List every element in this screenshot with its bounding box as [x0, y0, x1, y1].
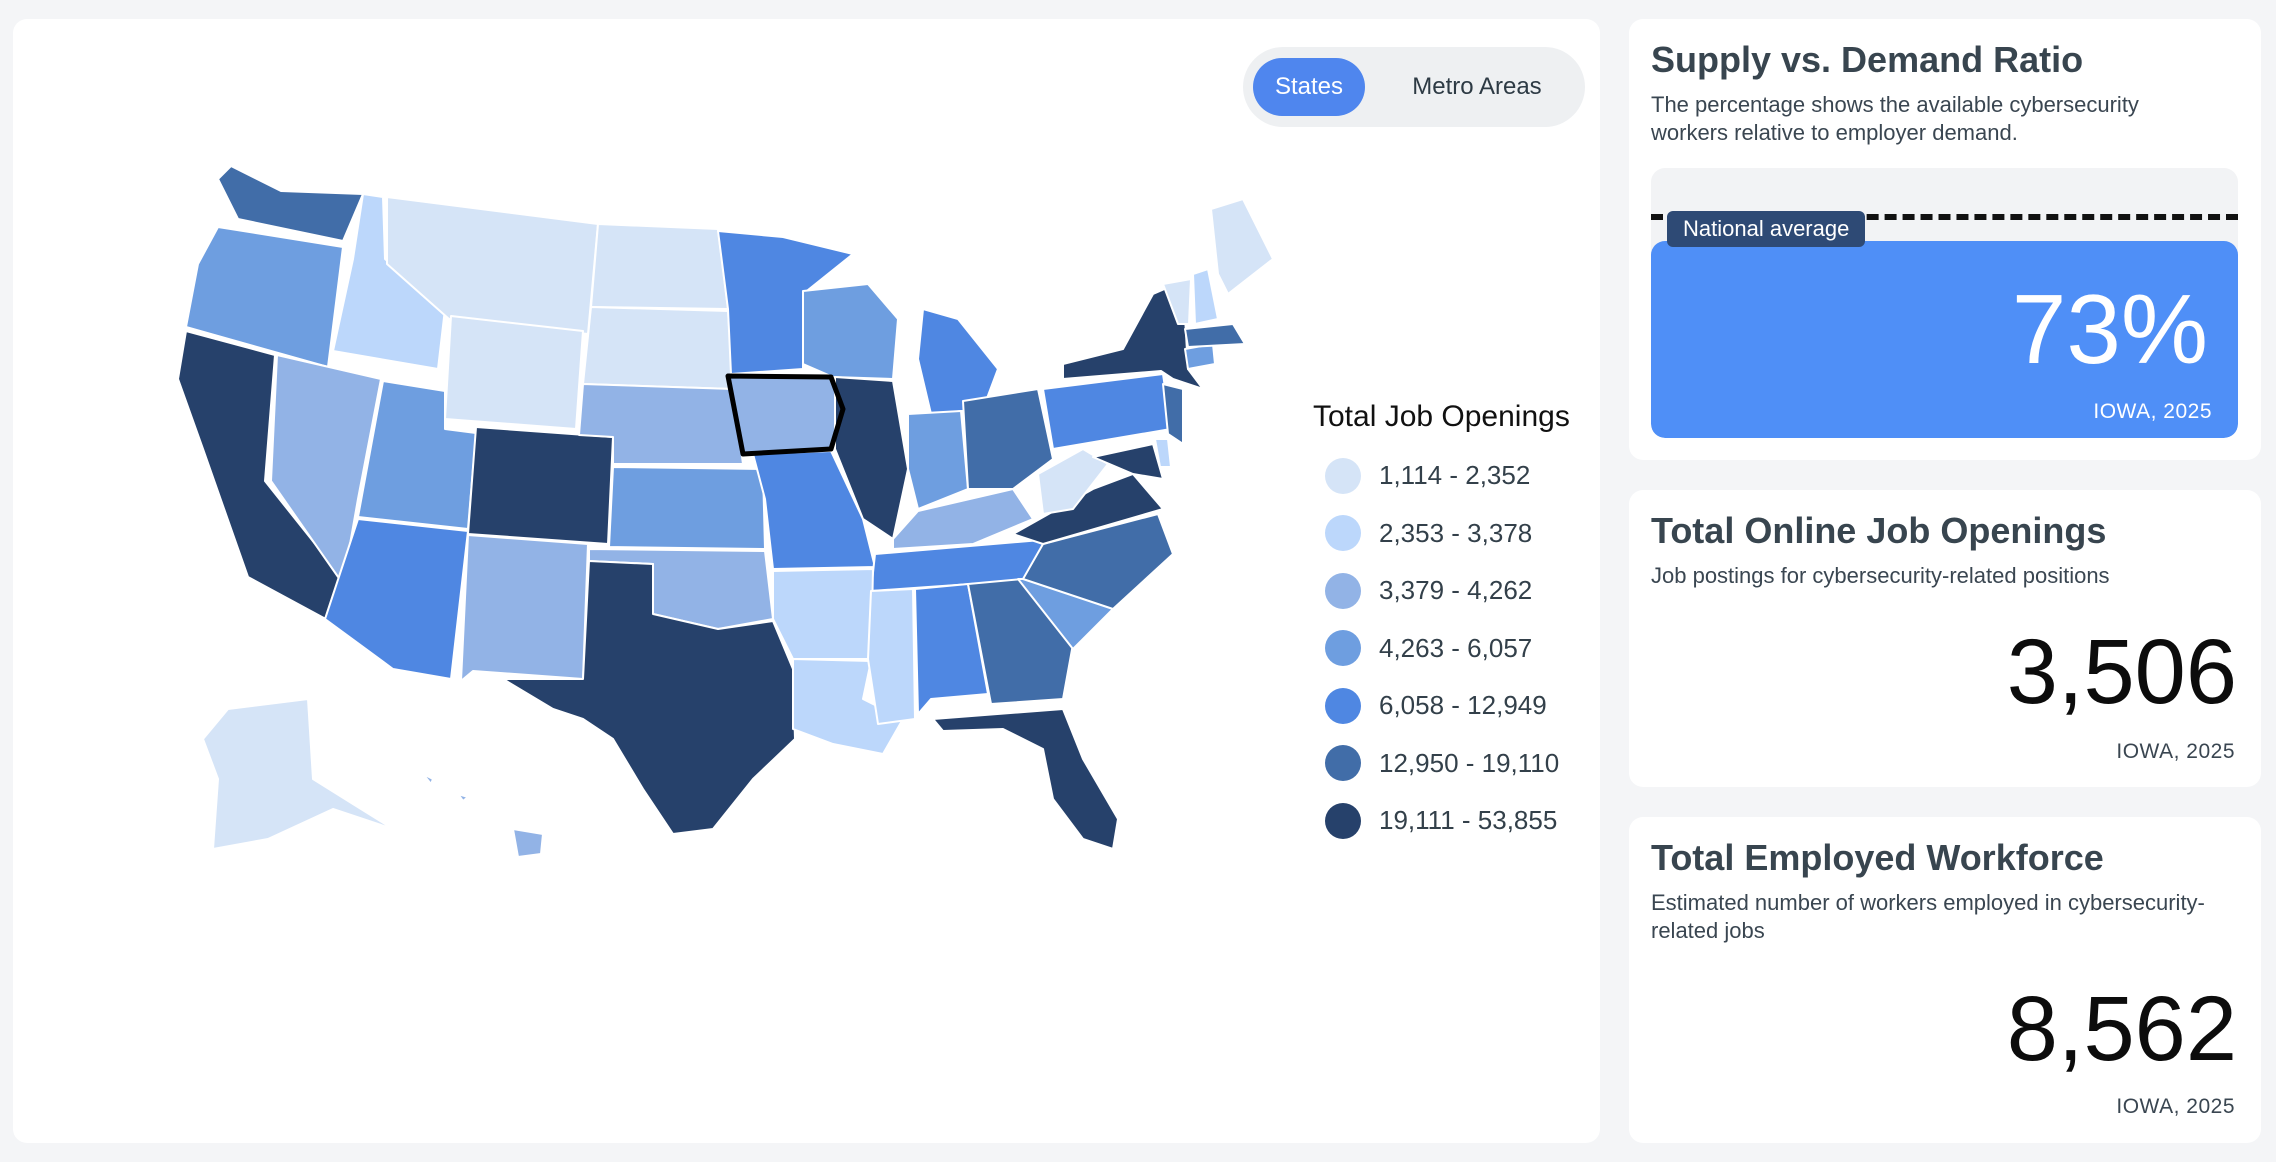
- state-alabama[interactable]: [914, 583, 989, 715]
- state-delaware[interactable]: [1154, 438, 1172, 468]
- legend-label: 4,263 - 6,057: [1379, 632, 1533, 663]
- state-iowa[interactable]: [727, 375, 844, 455]
- legend-label: 2,353 - 3,378: [1379, 517, 1533, 548]
- state-new-jersey[interactable]: [1162, 383, 1184, 445]
- state-arizona[interactable]: [324, 518, 469, 680]
- map-panel: States Metro Areas: [13, 19, 1600, 1143]
- state-maine[interactable]: [1210, 198, 1274, 295]
- state-alaska[interactable]: [202, 698, 394, 850]
- job-openings-description: Job postings for cybersecurity-related p…: [1651, 563, 2110, 588]
- supply-demand-description: The percentage shows the available cyber…: [1651, 92, 2139, 145]
- state-north-dakota[interactable]: [590, 223, 729, 310]
- legend-swatch: [1325, 745, 1361, 782]
- state-texas[interactable]: [502, 560, 796, 835]
- workforce-subtitle: IOWA, 2025: [2116, 1095, 2235, 1118]
- state-wyoming[interactable]: [444, 315, 584, 430]
- legend-swatch: [1325, 457, 1361, 494]
- ratio-gauge: National average 73% IOWA, 2025: [1651, 168, 2238, 438]
- legend-swatch: [1325, 630, 1361, 667]
- legend-label: 3,379 - 4,262: [1379, 575, 1533, 606]
- state-oregon[interactable]: [185, 226, 344, 368]
- map-legend: Total Job Openings 1,114 - 2,352 2,353 - …: [1313, 397, 1598, 850]
- us-choropleth-map: [177, 165, 1274, 858]
- state-wisconsin[interactable]: [802, 283, 899, 380]
- state-mississippi[interactable]: [867, 588, 916, 725]
- legend-title: Total Job Openings: [1313, 400, 1570, 433]
- state-new-mexico[interactable]: [460, 534, 589, 682]
- view-toggle: States Metro Areas: [1243, 47, 1585, 127]
- state-maryland[interactable]: [1092, 443, 1164, 480]
- workforce-value: 8,562: [2006, 978, 2237, 1080]
- workforce-title: Total Employed Workforce: [1651, 837, 2104, 878]
- state-massachusetts[interactable]: [1184, 323, 1246, 348]
- state-new-hampshire[interactable]: [1192, 268, 1219, 325]
- job-openings-value: 3,506: [2006, 621, 2237, 723]
- state-new-york[interactable]: [1062, 280, 1204, 390]
- supply-demand-title: Supply vs. Demand Ratio: [1651, 39, 2084, 80]
- ratio-fill-bar: [1651, 241, 2238, 438]
- job-openings-title: Total Online Job Openings: [1651, 510, 2107, 551]
- legend-item: 3,379 - 4,262: [1313, 562, 1598, 620]
- job-openings-card: Total Online Job Openings Job postings f…: [1629, 490, 2261, 787]
- state-north-carolina[interactable]: [1022, 513, 1174, 610]
- state-vermont[interactable]: [1162, 278, 1192, 325]
- state-idaho[interactable]: [332, 193, 446, 370]
- workforce-card: Total Employed Workforce Estimated numbe…: [1629, 817, 2261, 1143]
- legend-item: 1,114 - 2,352: [1313, 447, 1598, 505]
- legend-swatch: [1325, 572, 1361, 609]
- iowa-highlight-outline: [725, 373, 846, 457]
- legend-item: 12,950 - 19,110: [1313, 735, 1598, 793]
- legend-label: 1,114 - 2,352: [1379, 460, 1531, 491]
- legend-swatch: [1325, 687, 1361, 724]
- state-washington[interactable]: [217, 165, 364, 242]
- legend-label: 6,058 - 12,949: [1379, 690, 1547, 721]
- state-west-virginia[interactable]: [1037, 448, 1109, 515]
- legend-swatch: [1325, 802, 1361, 839]
- state-colorado[interactable]: [467, 426, 614, 545]
- national-average-line: [1651, 214, 2238, 220]
- state-pennsylvania[interactable]: [1042, 373, 1172, 450]
- legend-swatch: [1325, 515, 1361, 552]
- metro-areas-toggle-button[interactable]: Metro Areas: [1412, 73, 1542, 100]
- state-south-dakota[interactable]: [582, 306, 734, 390]
- workforce-description: Estimated number of workers employed in …: [1651, 890, 2205, 943]
- national-average-label: National average: [1667, 211, 1866, 247]
- state-arkansas[interactable]: [772, 568, 874, 660]
- ratio-percentage: 73%: [2011, 274, 2208, 384]
- state-kansas[interactable]: [608, 466, 766, 550]
- supply-demand-card: Supply vs. Demand Ratio The percentage s…: [1629, 19, 2261, 460]
- legend-item: 6,058 - 12,949: [1313, 677, 1598, 735]
- state-hawaii[interactable]: [422, 773, 544, 858]
- states-toggle-button[interactable]: States: [1253, 58, 1365, 116]
- legend-item: 2,353 - 3,378: [1313, 505, 1598, 563]
- ratio-subtitle: IOWA, 2025: [2093, 400, 2212, 423]
- state-ohio[interactable]: [962, 388, 1054, 490]
- state-indiana[interactable]: [907, 410, 969, 510]
- legend-item: 19,111 - 53,855: [1313, 792, 1598, 850]
- job-openings-subtitle: IOWA, 2025: [2116, 740, 2235, 763]
- legend-label: 12,950 - 19,110: [1379, 747, 1560, 778]
- legend-label: 19,111 - 53,855: [1379, 805, 1558, 836]
- legend-item: 4,263 - 6,057: [1313, 620, 1598, 678]
- state-florida[interactable]: [932, 708, 1119, 850]
- state-kentucky[interactable]: [892, 488, 1034, 550]
